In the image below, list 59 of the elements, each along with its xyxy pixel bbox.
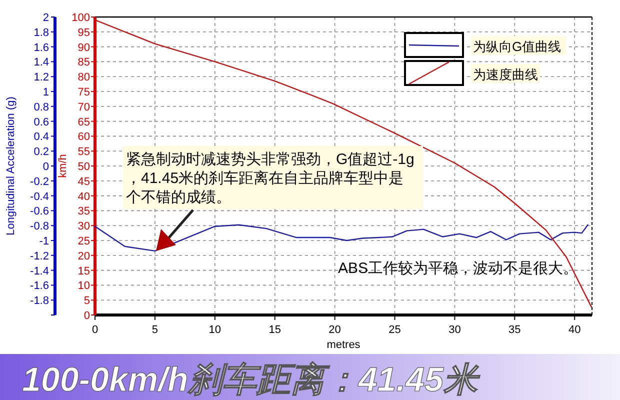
y-tick-label: 100 <box>72 12 90 24</box>
y-tick-label: 50 <box>78 161 90 173</box>
y2-tick-label: 1 <box>42 86 49 98</box>
y-tick-label: 95 <box>78 26 90 39</box>
y-tick-label: 45 <box>78 176 90 188</box>
legend-label: 为纵向G值曲线 <box>473 39 562 54</box>
legend-label: 为速度曲线 <box>473 67 538 82</box>
y2-tick-label: -0.4 <box>30 190 49 203</box>
y-tick-label: 20 <box>78 250 90 262</box>
y2-tick-label: 1.8 <box>34 26 49 39</box>
y-tick-label: 5 <box>84 295 90 308</box>
x-tick-label: 5 <box>152 324 158 336</box>
y2-tick-label: 1.2 <box>34 72 49 84</box>
y-tick-label: 25 <box>78 236 90 248</box>
x-tick-label: 40 <box>568 324 581 336</box>
y2-tick-label: -1.8 <box>30 295 49 308</box>
y2-axis-title: Longitudinal Acceleration (g) <box>5 96 17 236</box>
y2-tick-label: -0.8 <box>30 220 49 233</box>
y-tick-label: 40 <box>78 190 90 203</box>
y-axis-title: km/h <box>57 154 69 178</box>
y-tick-label: 75 <box>78 86 90 98</box>
y2-tick-label: -0.6 <box>30 206 49 218</box>
y2-tick-label: 0.6 <box>34 116 49 128</box>
x-tick-label: 20 <box>328 324 341 336</box>
x-tick-label: 0 <box>92 324 98 336</box>
y2-tick-label: 1.4 <box>34 56 49 69</box>
y2-tick-label: -1 <box>39 236 49 248</box>
y2-tick-label: -1.6 <box>30 280 49 292</box>
x-tick-label: 15 <box>268 324 281 336</box>
x-tick-label: 25 <box>388 324 401 336</box>
y2-tick-label: 0.8 <box>34 101 49 114</box>
x-tick-label: 10 <box>208 324 222 336</box>
x-tick-label: 35 <box>508 324 521 336</box>
y-tick-label: 55 <box>78 146 90 158</box>
y-tick-label: 80 <box>78 72 90 84</box>
y-tick-label: 0 <box>84 310 90 322</box>
annotation: ABS工作较为平稳，波动不是很大。 <box>338 260 578 277</box>
y2-tick-label: 2 <box>42 12 49 24</box>
y2-tick-label: 0 <box>42 161 49 173</box>
y-tick-label: 30 <box>78 220 90 233</box>
title: 100-0km/h刹车距离：41.45米 <box>0 354 620 400</box>
y2-tick-label: -1.2 <box>30 250 49 262</box>
y-tick-label: 70 <box>78 101 90 114</box>
y-tick-label: 10 <box>78 280 90 292</box>
y2-tick-label: -0.2 <box>30 176 49 188</box>
y-tick-label: 35 <box>78 206 90 218</box>
y-tick-label: 60 <box>78 131 90 144</box>
y-tick-label: 90 <box>78 42 90 54</box>
annotation: 紧急制动时减速势头非常强劲，G值超过-1g，41.45米的刹车距离在自主品牌车型中是个不错的成绩。 <box>126 151 414 206</box>
y-tick-label: 65 <box>78 116 90 128</box>
y2-tick-label: 1.6 <box>34 42 49 54</box>
x-axis-title: metres <box>326 339 361 351</box>
y-tick-label: 85 <box>78 56 90 69</box>
annotation: 紧急制动时减速势头非常强劲，G值超过-1g，41.45米的刹车距离在自主品牌车型中是个不错的成绩。 <box>123 146 423 209</box>
y-tick-label: 15 <box>78 265 90 278</box>
y2-tick-label: 0.2 <box>34 146 49 158</box>
y2-tick-label: -1.4 <box>30 265 49 278</box>
y2-tick-label: 0.4 <box>34 131 49 144</box>
x-tick-label: 30 <box>448 324 461 336</box>
